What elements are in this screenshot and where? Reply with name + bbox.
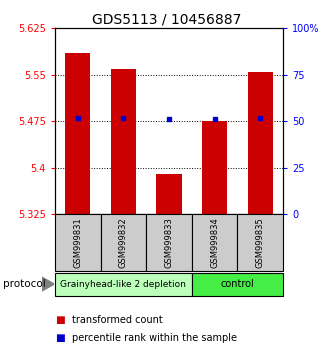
Bar	[202, 121, 227, 214]
Bar	[65, 53, 90, 214]
Text: GSM999831: GSM999831	[73, 217, 82, 268]
Text: GSM999832: GSM999832	[119, 217, 128, 268]
Bar	[111, 69, 136, 214]
Bar	[157, 174, 181, 214]
Text: protocol: protocol	[3, 279, 46, 289]
Bar	[192, 214, 237, 271]
Text: Grainyhead-like 2 depletion: Grainyhead-like 2 depletion	[60, 280, 186, 289]
Text: GSM999834: GSM999834	[210, 217, 219, 268]
Bar	[55, 273, 192, 296]
Text: GDS5113 / 10456887: GDS5113 / 10456887	[92, 12, 241, 27]
Text: GSM999833: GSM999833	[165, 217, 173, 268]
Bar	[146, 214, 192, 271]
Text: ■: ■	[55, 315, 65, 325]
Bar	[237, 214, 283, 271]
Bar	[101, 214, 146, 271]
Text: transformed count: transformed count	[72, 315, 163, 325]
Polygon shape	[42, 277, 54, 291]
Text: control: control	[220, 279, 254, 289]
Bar	[248, 72, 273, 214]
Bar	[192, 273, 283, 296]
Text: ■: ■	[55, 333, 65, 343]
Text: percentile rank within the sample: percentile rank within the sample	[72, 333, 236, 343]
Text: GSM999835: GSM999835	[256, 217, 265, 268]
Bar	[55, 214, 101, 271]
